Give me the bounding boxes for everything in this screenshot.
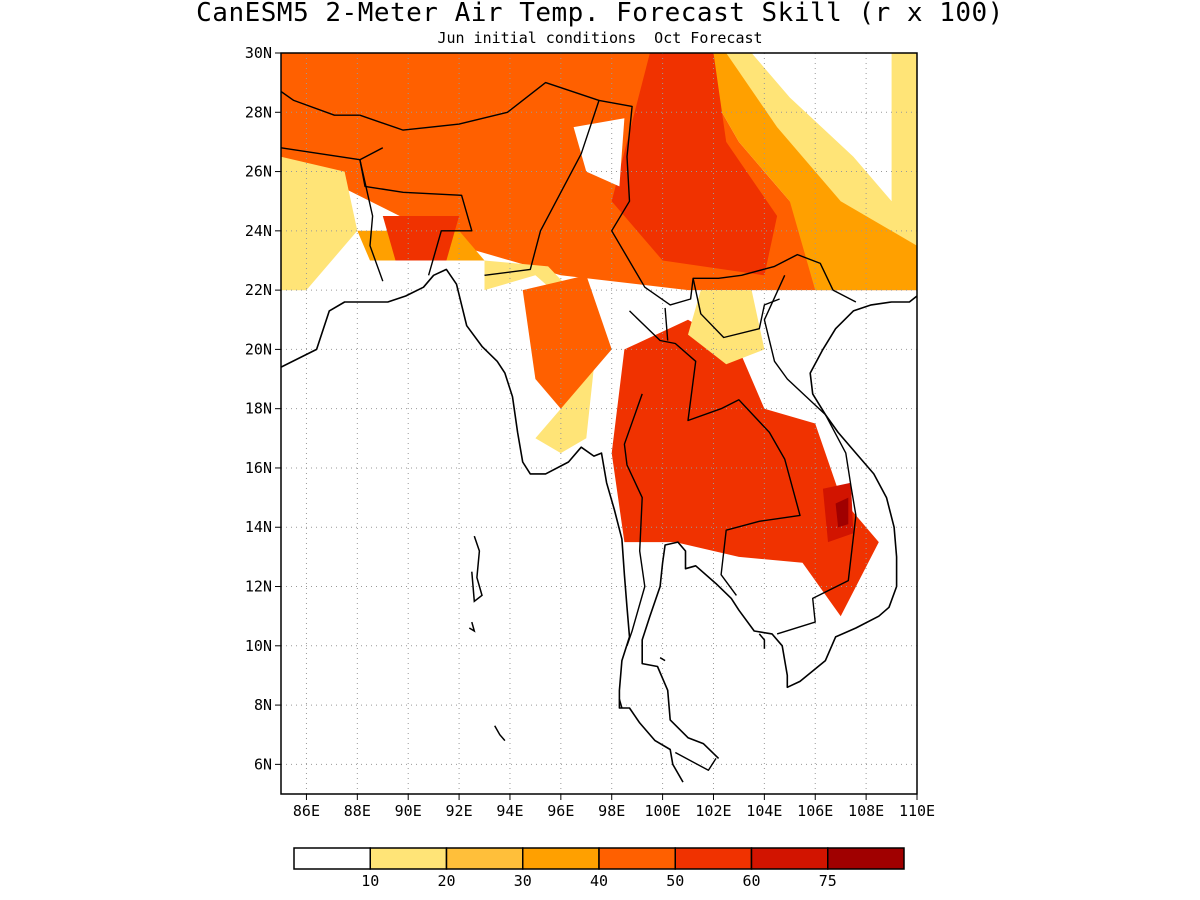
lat-tick-label: 28N xyxy=(245,103,272,121)
country-border xyxy=(484,99,857,306)
axis-ticks: 86E 88E 90E 92E 94E 96E 98E 100E 102E 104E 106E 108… xyxy=(245,44,935,820)
skill-shading xyxy=(281,53,917,617)
country-border xyxy=(692,278,780,339)
country-border xyxy=(359,147,384,282)
lat-tick-label: 18N xyxy=(245,400,272,418)
lat-tick-label: 12N xyxy=(245,578,272,596)
lat-tick-label: 8N xyxy=(254,696,272,714)
lon-tick-label: 102E xyxy=(695,802,731,820)
colorbar-swatch xyxy=(827,847,905,870)
lat-tick-label: 22N xyxy=(245,281,272,299)
region-tibet-white xyxy=(573,118,625,187)
country-border xyxy=(664,307,669,341)
country-border xyxy=(629,310,801,596)
island xyxy=(468,621,476,633)
colorbar-label: 40 xyxy=(590,872,608,890)
lon-tick-label: 106E xyxy=(797,802,833,820)
colorbar-label: 30 xyxy=(514,872,532,890)
lon-tick-label: 88E xyxy=(344,802,371,820)
lat-tick-label: 14N xyxy=(245,518,272,536)
lon-tick-label: 100E xyxy=(645,802,681,820)
lon-tick-label: 86E xyxy=(293,802,320,820)
colorbar-swatch xyxy=(369,847,448,870)
lat-tick-label: 26N xyxy=(245,163,272,181)
lat-tick-label: 16N xyxy=(245,459,272,477)
lon-tick-label: 108E xyxy=(848,802,884,820)
lat-tick-label: 6N xyxy=(254,755,272,773)
colorbar: 10 20 30 40 50 60 75 xyxy=(293,847,905,890)
lat-tick-label: 20N xyxy=(245,340,272,358)
region-yunnan-60 xyxy=(611,53,778,276)
region-west-edge-10 xyxy=(281,230,307,291)
island xyxy=(471,535,483,603)
region-laos-north-20 xyxy=(688,290,765,365)
lon-tick-label: 110E xyxy=(899,802,935,820)
map-title: CanESM5 2-Meter Air Temp. Forecast Skill… xyxy=(196,0,1004,28)
lat-tick-label: 30N xyxy=(245,44,272,62)
colorbar-label: 60 xyxy=(742,872,760,890)
colorbar-label: 75 xyxy=(819,872,837,890)
lon-tick-label: 94E xyxy=(496,802,523,820)
lon-tick-label: 92E xyxy=(446,802,473,820)
colorbar-swatch xyxy=(674,847,753,870)
colorbar-swatch xyxy=(293,847,371,870)
map-frame xyxy=(280,52,918,795)
country-border xyxy=(359,81,600,131)
lon-tick-label: 90E xyxy=(395,802,422,820)
island xyxy=(618,698,623,709)
island xyxy=(494,725,506,742)
map-subtitle: Jun initial conditions Oct Forecast xyxy=(437,29,763,47)
region-myanmar-strip-20 xyxy=(484,260,599,454)
region-myanmar-central-50 xyxy=(522,275,612,409)
lat-tick-label: 10N xyxy=(245,637,272,655)
region-north-east-white xyxy=(751,53,892,202)
colorbar-swatch xyxy=(445,847,524,870)
region-cambodia-darkest xyxy=(835,497,849,528)
lat-tick-label: 24N xyxy=(245,222,272,240)
coastlines-and-borders xyxy=(281,81,917,783)
colorbar-label: 50 xyxy=(666,872,684,890)
country-border xyxy=(763,275,857,635)
colorbar-swatch xyxy=(750,847,829,870)
lon-tick-label: 98E xyxy=(598,802,625,820)
coastline xyxy=(281,268,684,783)
country-border xyxy=(674,751,717,771)
colorbar-swatch xyxy=(598,847,676,870)
gridlines xyxy=(281,53,917,794)
island xyxy=(758,633,766,649)
colorbar-label: 10 xyxy=(361,872,379,890)
coastline xyxy=(641,295,917,759)
lon-tick-label: 104E xyxy=(746,802,782,820)
region-bangladesh-60 xyxy=(382,216,460,261)
island xyxy=(659,657,666,662)
colorbar-label: 20 xyxy=(437,872,455,890)
lon-tick-label: 96E xyxy=(547,802,574,820)
colorbar-swatch xyxy=(522,847,600,870)
country-border xyxy=(623,393,646,647)
country-border xyxy=(281,90,360,116)
